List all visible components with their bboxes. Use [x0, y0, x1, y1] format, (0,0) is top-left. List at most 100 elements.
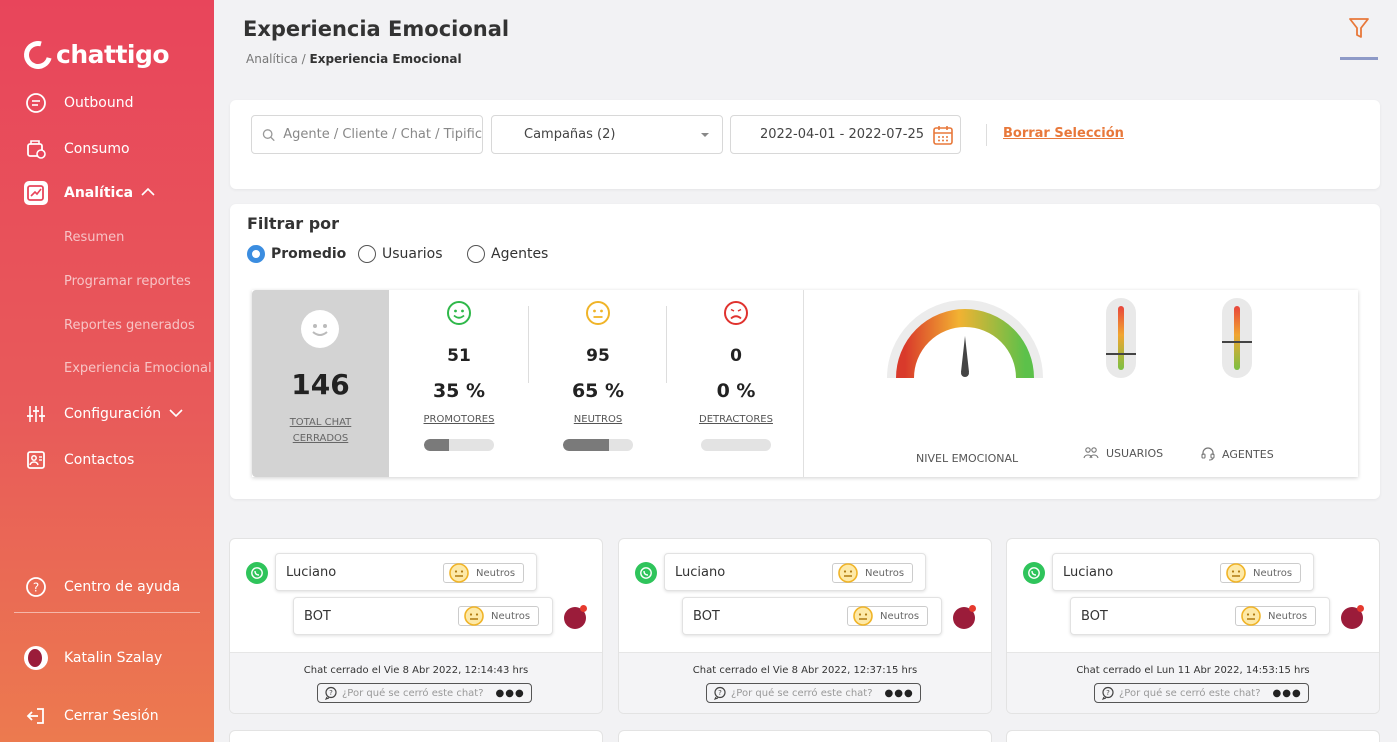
logout-icon — [24, 704, 48, 728]
breadcrumb-parent[interactable]: Analítica / — [246, 52, 306, 66]
why-closed-button[interactable]: ? ¿Por qué se cerró este chat? ●●● — [706, 683, 921, 703]
detractores-label[interactable]: DETRACTORES — [699, 414, 773, 425]
detractores-progress — [701, 439, 771, 451]
date-range-value: 2022-04-01 - 2022-07-25 — [759, 127, 924, 142]
date-range-picker[interactable]: 2022-04-01 - 2022-07-25 — [730, 115, 961, 154]
metric-separator — [666, 306, 667, 383]
agent-name: BOT — [1081, 608, 1108, 624]
users-thermometer — [1106, 298, 1136, 378]
why-closed-button[interactable]: ? ¿Por qué se cerró este chat? ●●● — [1094, 683, 1309, 703]
sidebar-subitem-reportes-generados[interactable]: Reportes generados — [64, 318, 195, 333]
svg-text:?: ? — [329, 689, 333, 697]
detractores-percent: 0 % — [716, 380, 756, 402]
avatar — [24, 646, 48, 670]
chat-question-icon: ? — [1101, 686, 1114, 700]
sidebar-item-contactos[interactable]: Contactos — [24, 448, 134, 472]
bot-avatar — [564, 605, 587, 629]
client-sentiment-tag: Neutros — [443, 563, 525, 583]
neutral-face-icon — [449, 563, 469, 583]
more-options-icon[interactable]: ●●● — [495, 687, 525, 699]
chat-closed-timestamp: Chat cerrado el Vie 8 Abr 2022, 12:14:43… — [303, 665, 529, 676]
sidebar-subitem-experiencia-emocional[interactable]: Experiencia Emocional — [64, 361, 212, 376]
client-name: Luciano — [1063, 564, 1114, 580]
bot-avatar — [1341, 605, 1364, 629]
radio-dot — [467, 245, 485, 263]
client-name: Luciano — [675, 564, 726, 580]
logo-text: chattigo — [56, 40, 170, 69]
chat-question-icon: ? — [324, 686, 337, 700]
chat-card[interactable]: Luciano Neutros BOT Neutros Chat cerrado… — [618, 538, 992, 714]
funnel-icon — [1349, 18, 1369, 38]
chat-card-stub — [1006, 730, 1380, 742]
why-closed-button[interactable]: ? ¿Por qué se cerró este chat? ●●● — [317, 683, 532, 703]
radio-promedio[interactable]: Promedio — [247, 245, 346, 263]
users-legend: USUARIOS — [1082, 446, 1163, 460]
radio-dot — [247, 245, 265, 263]
agent-name: BOT — [304, 608, 331, 624]
sad-face-icon — [724, 301, 748, 325]
client-sentiment-tag: Neutros — [832, 563, 914, 583]
search-icon — [262, 128, 275, 141]
client-message: Luciano — [664, 553, 926, 591]
help-center-link[interactable]: ? Centro de ayuda — [24, 575, 180, 599]
promotores-percent: 35 % — [432, 380, 486, 402]
more-options-icon[interactable]: ●●● — [1272, 687, 1302, 699]
panel-divider — [803, 290, 804, 477]
sidebar-item-analitica[interactable]: Analítica — [24, 181, 155, 205]
filter-by-title: Filtrar por — [247, 214, 340, 233]
bot-avatar — [953, 605, 976, 629]
neutros-percent: 65 % — [571, 380, 625, 402]
user-profile[interactable]: Katalin Szalay — [24, 646, 162, 670]
neutral-face-icon — [853, 606, 873, 626]
client-sentiment-tag: Neutros — [1220, 563, 1302, 583]
total-chats-label[interactable]: TOTAL CHAT CERRADOS — [289, 417, 352, 444]
filter-toggle-button[interactable] — [1340, 16, 1378, 60]
neutros-label[interactable]: NEUTROS — [573, 414, 623, 425]
detractores-count: 0 — [730, 346, 742, 366]
agent-name: BOT — [693, 608, 720, 624]
svg-text:?: ? — [718, 689, 722, 697]
more-options-icon[interactable]: ●●● — [884, 687, 914, 699]
calendar-icon[interactable] — [932, 124, 954, 146]
sidebar-item-consumo[interactable]: Consumo — [24, 137, 130, 161]
agent-sentiment-tag: Neutros — [847, 606, 929, 626]
chattigo-logo[interactable]: chattigo — [18, 35, 170, 74]
agent-sentiment-tag: Neutros — [1235, 606, 1317, 626]
chat-closed-timestamp: Chat cerrado el Lun 11 Abr 2022, 14:53:1… — [1076, 665, 1310, 676]
users-icon — [1083, 447, 1099, 459]
svg-text:?: ? — [1106, 689, 1110, 697]
search-placeholder: Agente / Cliente / Chat / Tipific — [283, 127, 482, 142]
chevron-down-icon — [169, 406, 183, 422]
sidebar-item-outbound[interactable]: Outbound — [24, 91, 133, 115]
promotores-label[interactable]: PROMOTORES — [423, 414, 495, 425]
sidebar-subitem-programar-reportes[interactable]: Programar reportes — [64, 274, 191, 289]
logo-mark-icon — [18, 35, 58, 74]
promotores-progress — [424, 439, 494, 451]
radio-agentes[interactable]: Agentes — [467, 245, 548, 263]
chat-card[interactable]: Luciano Neutros BOT Neutros Chat cerrado… — [1006, 538, 1380, 714]
campaigns-select[interactable]: Campañas (2) — [491, 115, 723, 154]
radio-usuarios[interactable]: Usuarios — [358, 245, 443, 263]
sidebar-item-configuracion[interactable]: Configuración — [24, 402, 183, 426]
metric-separator — [528, 306, 529, 383]
search-input[interactable]: Agente / Cliente / Chat / Tipific — [251, 115, 483, 154]
metric-promotores: 51 35 % PROMOTORES — [390, 300, 528, 451]
agent-message: BOT — [682, 597, 942, 635]
happy-face-icon — [447, 301, 471, 325]
sidebar-subitem-resumen[interactable]: Resumen — [64, 230, 125, 245]
contacts-icon — [24, 448, 48, 472]
emotional-level-label: NIVEL EMOCIONAL — [916, 452, 1019, 465]
headset-icon — [1201, 447, 1215, 461]
chevron-up-icon — [141, 185, 155, 201]
chat-closed-timestamp: Chat cerrado el Vie 8 Abr 2022, 12:37:15… — [692, 665, 918, 676]
promotores-count: 51 — [447, 346, 471, 366]
breadcrumb: Analítica / Experiencia Emocional — [246, 52, 462, 66]
chat-bubble-icon — [24, 91, 48, 115]
breadcrumb-current: Experiencia Emocional — [309, 52, 462, 66]
metric-detractores: 0 0 % DETRACTORES — [667, 300, 805, 451]
neutros-count: 95 — [586, 346, 610, 366]
filter-separator — [986, 124, 987, 146]
clear-selection-link[interactable]: Borrar Selección — [1003, 126, 1124, 141]
chat-card[interactable]: Luciano Neutros BOT Neutros Chat cerrado… — [229, 538, 603, 714]
logout-button[interactable]: Cerrar Sesión — [24, 704, 159, 728]
